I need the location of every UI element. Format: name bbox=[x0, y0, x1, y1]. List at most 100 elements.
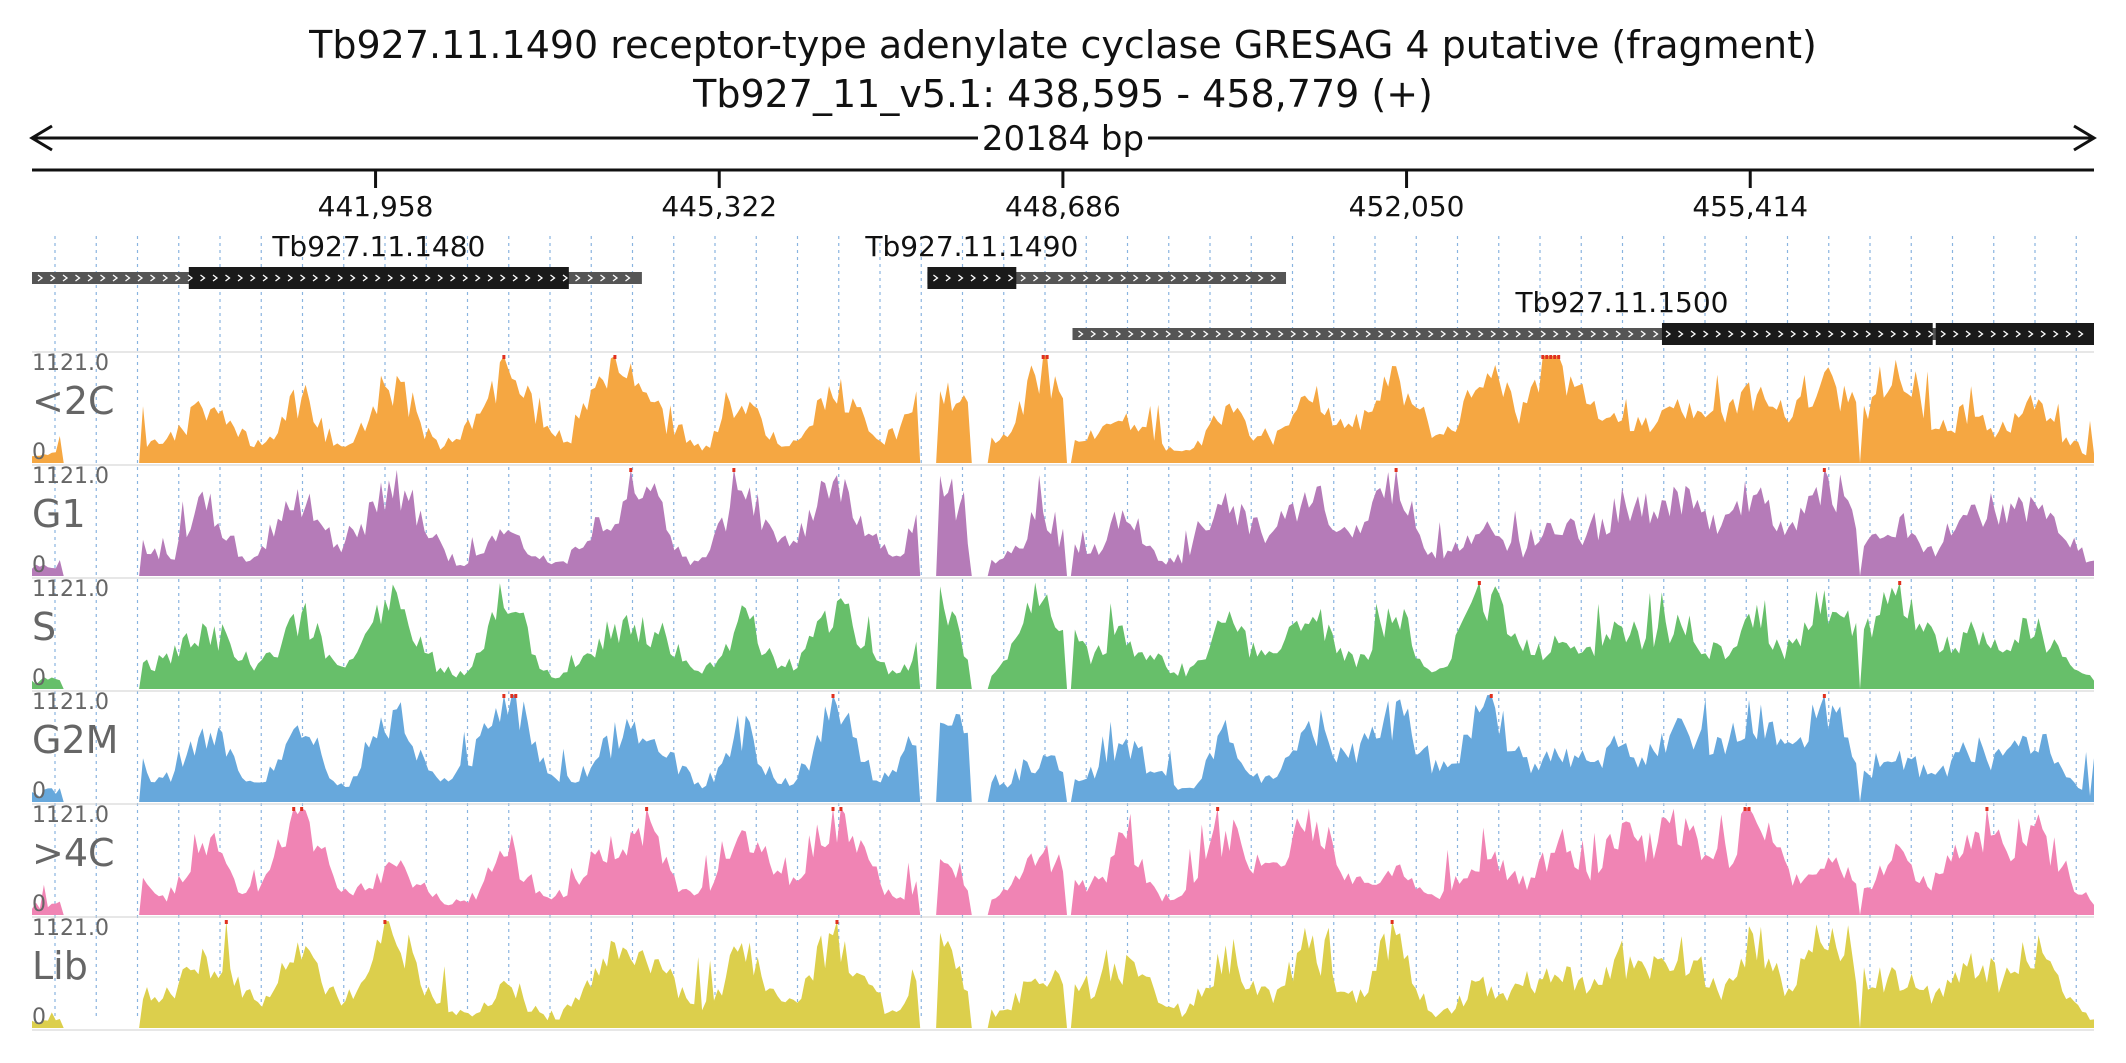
clip-marker bbox=[1489, 694, 1493, 698]
chevron-right-icon bbox=[1840, 330, 1847, 338]
chevron-right-icon bbox=[1403, 330, 1409, 338]
chevron-right-icon bbox=[1703, 330, 1709, 338]
chevron-right-icon bbox=[87, 274, 94, 282]
chevron-right-icon bbox=[387, 274, 394, 282]
chevron-right-icon bbox=[1590, 330, 1597, 338]
chevron-right-icon bbox=[1915, 330, 1922, 338]
clip-marker bbox=[1216, 807, 1220, 811]
chevron-right-icon bbox=[1278, 330, 1284, 338]
chevron-right-icon bbox=[200, 274, 206, 282]
chevron-right-icon bbox=[1090, 330, 1097, 338]
chevron-right-icon bbox=[212, 274, 219, 282]
arrow-left-icon bbox=[29, 124, 53, 152]
chevron-right-icon bbox=[1765, 330, 1772, 338]
coverage-area bbox=[32, 582, 2094, 689]
chevron-right-icon bbox=[437, 274, 444, 282]
chevron-right-icon bbox=[1195, 274, 1202, 282]
chevron-right-icon bbox=[362, 274, 369, 282]
chevron-right-icon bbox=[412, 274, 419, 282]
clip-marker bbox=[1041, 355, 1045, 359]
chevron-right-icon bbox=[62, 274, 69, 282]
chevron-right-icon bbox=[2015, 330, 2022, 338]
chevron-right-icon bbox=[1058, 274, 1064, 282]
chevron-right-icon bbox=[537, 274, 544, 282]
chevron-right-icon bbox=[50, 274, 56, 282]
coverage-track: 1121.0 <2C 0 bbox=[32, 351, 2094, 465]
chevron-right-icon bbox=[1170, 274, 1177, 282]
clip-marker bbox=[629, 468, 633, 472]
chevron-right-icon bbox=[1653, 330, 1659, 338]
coverage-area bbox=[32, 469, 2094, 576]
coverage-track: 1121.0 G2M 0 bbox=[32, 690, 2094, 804]
chevron-right-icon bbox=[600, 274, 606, 282]
gene-label: Tb927.11.1490 bbox=[864, 230, 1078, 263]
span-arrow: 20184 bp bbox=[29, 119, 2097, 159]
gene-label: Tb927.11.1500 bbox=[1514, 286, 1728, 319]
clip-marker bbox=[1394, 468, 1398, 472]
chevron-right-icon bbox=[37, 274, 44, 282]
chevron-right-icon bbox=[1290, 330, 1297, 338]
clip-marker bbox=[1553, 355, 1557, 359]
gene-model[interactable]: Tb927.11.1500 bbox=[1072, 286, 2094, 345]
clip-marker bbox=[514, 694, 518, 698]
clip-marker bbox=[1045, 355, 1049, 359]
track-max-label: 1121.0 bbox=[32, 577, 109, 602]
chevron-right-icon bbox=[2040, 330, 2047, 338]
chevron-right-icon bbox=[1178, 330, 1184, 338]
chevron-right-icon bbox=[1128, 330, 1134, 338]
ruler-tick-label: 455,414 bbox=[1692, 190, 1808, 223]
chevron-right-icon bbox=[175, 274, 181, 282]
chevron-right-icon bbox=[337, 274, 344, 282]
clip-marker bbox=[1557, 355, 1561, 359]
coverage-track: 1121.0 >4C 0 bbox=[32, 803, 2094, 917]
chevron-right-icon bbox=[1440, 330, 1447, 338]
chevron-right-icon bbox=[1245, 274, 1252, 282]
chevron-right-icon bbox=[1690, 330, 1697, 338]
clip-marker bbox=[1545, 355, 1549, 359]
chevron-right-icon bbox=[1258, 274, 1264, 282]
coverage-area bbox=[32, 695, 2094, 802]
chevron-right-icon bbox=[1803, 330, 1809, 338]
chevron-right-icon bbox=[1140, 330, 1147, 338]
track-min-label: 0 bbox=[32, 553, 46, 578]
track-label: <2C bbox=[32, 379, 115, 423]
chevron-right-icon bbox=[1853, 330, 1859, 338]
clip-marker bbox=[1477, 581, 1481, 585]
location-label: Tb927_11_v5.1: 438,595 - 458,779 (+) bbox=[692, 72, 1433, 116]
chevron-right-icon bbox=[587, 274, 594, 282]
chevron-right-icon bbox=[112, 274, 119, 282]
gene-title: Tb927.11.1490 receptor-type adenylate cy… bbox=[308, 23, 1817, 67]
ruler-tick-label: 452,050 bbox=[1349, 190, 1465, 223]
chevron-right-icon bbox=[1233, 274, 1239, 282]
chevron-right-icon bbox=[512, 274, 519, 282]
arrow-right-icon bbox=[2073, 124, 2097, 152]
chevron-right-icon bbox=[1453, 330, 1459, 338]
chevron-right-icon bbox=[1740, 330, 1747, 338]
chevron-right-icon bbox=[400, 274, 406, 282]
track-min-label: 0 bbox=[32, 779, 46, 804]
chevron-right-icon bbox=[1115, 330, 1122, 338]
chevron-right-icon bbox=[2078, 330, 2084, 338]
chevron-right-icon bbox=[1303, 330, 1309, 338]
chevron-right-icon bbox=[1190, 330, 1197, 338]
chevron-right-icon bbox=[1465, 330, 1472, 338]
clip-marker bbox=[224, 920, 228, 924]
chevron-right-icon bbox=[1478, 330, 1484, 338]
chevron-right-icon bbox=[300, 274, 306, 282]
chevron-right-icon bbox=[1565, 330, 1572, 338]
coverage-area bbox=[32, 921, 2094, 1028]
chevron-right-icon bbox=[1240, 330, 1247, 338]
track-min-label: 0 bbox=[32, 892, 46, 917]
clip-marker bbox=[831, 807, 835, 811]
chevron-right-icon bbox=[575, 274, 581, 282]
chevron-right-icon bbox=[562, 274, 569, 282]
gene-model[interactable]: Tb927.11.1490 bbox=[864, 230, 1287, 289]
chevron-right-icon bbox=[1220, 274, 1227, 282]
clip-marker bbox=[645, 807, 649, 811]
chevron-right-icon bbox=[1990, 330, 1997, 338]
gene-model[interactable]: Tb927.11.1480 bbox=[32, 230, 642, 289]
chevron-right-icon bbox=[1365, 330, 1372, 338]
chevron-right-icon bbox=[425, 274, 431, 282]
ruler-tick-label: 441,958 bbox=[318, 190, 434, 223]
